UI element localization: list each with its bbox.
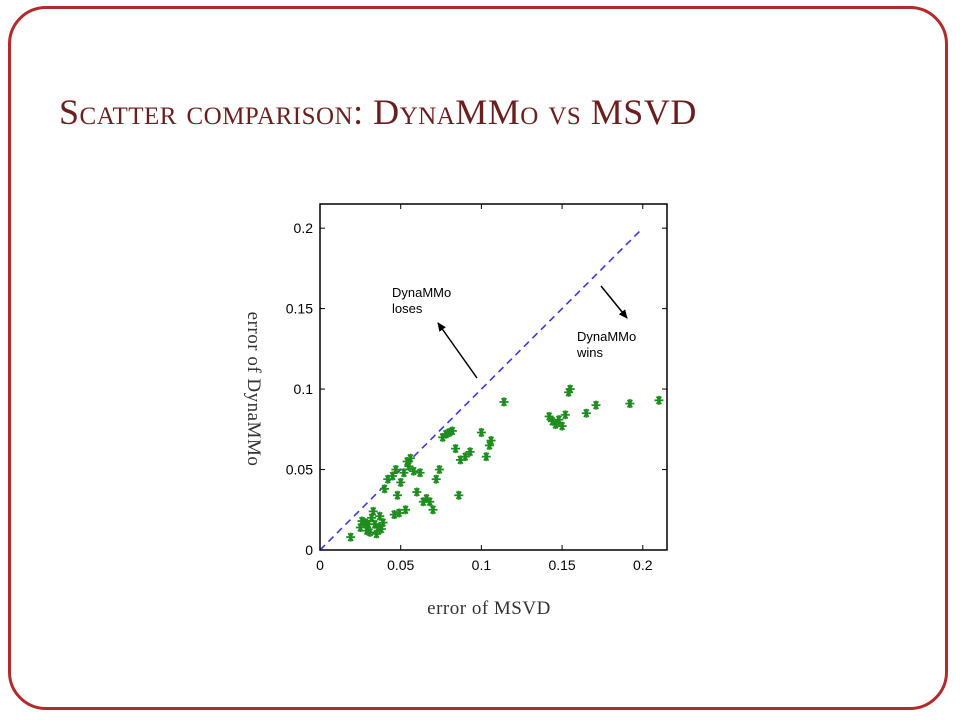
y-tick-label: 0.15 <box>286 301 313 317</box>
x-axis-label: error of MSVD <box>427 598 551 619</box>
data-point <box>560 410 570 420</box>
data-point <box>346 532 356 542</box>
data-point <box>486 436 496 446</box>
annotation-wins: DynaMMo wins <box>576 285 636 360</box>
data-point <box>368 506 378 516</box>
data-point <box>378 518 388 528</box>
data-point <box>401 505 411 515</box>
data-point <box>394 508 404 518</box>
data-point <box>476 428 486 438</box>
data-point <box>365 527 375 537</box>
data-point <box>405 453 415 463</box>
data-point <box>431 474 441 484</box>
data-point <box>380 484 390 494</box>
data-point <box>499 397 509 407</box>
data-point <box>444 428 454 438</box>
data-point <box>360 518 370 528</box>
data-point <box>565 384 575 394</box>
data-point <box>454 490 464 500</box>
data-point <box>581 408 591 418</box>
data-point <box>415 468 425 478</box>
data-point <box>396 477 406 487</box>
data-point <box>399 468 409 478</box>
scatter-chart: 0 0.05 0.1 0.15 0.2 0 0.05 0.1 0.15 0.2 DynaMMo l… <box>286 203 668 573</box>
annotation-wins-line1: DynaMMo <box>577 329 636 344</box>
data-point <box>391 465 401 475</box>
annotation-wins-line2: wins <box>576 345 604 360</box>
y-tick-label: 0.2 <box>294 220 314 236</box>
annotation-loses: DynaMMo loses <box>392 285 478 379</box>
data-point <box>591 400 601 410</box>
data-point <box>465 447 475 457</box>
data-point <box>392 490 402 500</box>
slide-title: Scatter comparison: DynaMMo vs MSVD <box>59 92 697 132</box>
data-point <box>557 421 567 431</box>
x-tick-label: 0.15 <box>548 557 575 573</box>
data-point <box>409 466 419 476</box>
data-point <box>428 505 438 515</box>
tick-layer: 0 0.05 0.1 0.15 0.2 0 0.05 0.1 0.15 0.2 <box>286 204 667 573</box>
annotation-loses-line2: loses <box>392 301 423 316</box>
data-point <box>404 461 414 471</box>
annotation-loses-line1: DynaMMo <box>392 285 451 300</box>
y-tick-label: 0.05 <box>286 462 313 478</box>
data-point <box>412 487 422 497</box>
x-tick-label: 0.05 <box>387 557 414 573</box>
data-point <box>434 465 444 475</box>
annotation-wins-arrow <box>600 285 628 319</box>
x-tick-label: 0.2 <box>633 557 653 573</box>
data-point <box>625 399 635 409</box>
reference-line <box>319 227 644 551</box>
data-point <box>425 497 435 507</box>
y-axis-label: error of DynaMMo <box>243 311 264 467</box>
x-tick-label: 0.1 <box>472 557 492 573</box>
y-tick-label: 0 <box>305 542 313 558</box>
x-tick-label: 0 <box>316 557 324 573</box>
data-point <box>481 452 491 462</box>
reference-line-layer <box>319 227 644 551</box>
data-point <box>447 426 457 436</box>
data-point <box>460 452 470 462</box>
points-layer <box>346 384 664 542</box>
annotation-loses-arrow <box>437 322 478 379</box>
data-point <box>451 444 461 454</box>
y-tick-label: 0.1 <box>294 381 314 397</box>
data-point <box>654 395 664 405</box>
